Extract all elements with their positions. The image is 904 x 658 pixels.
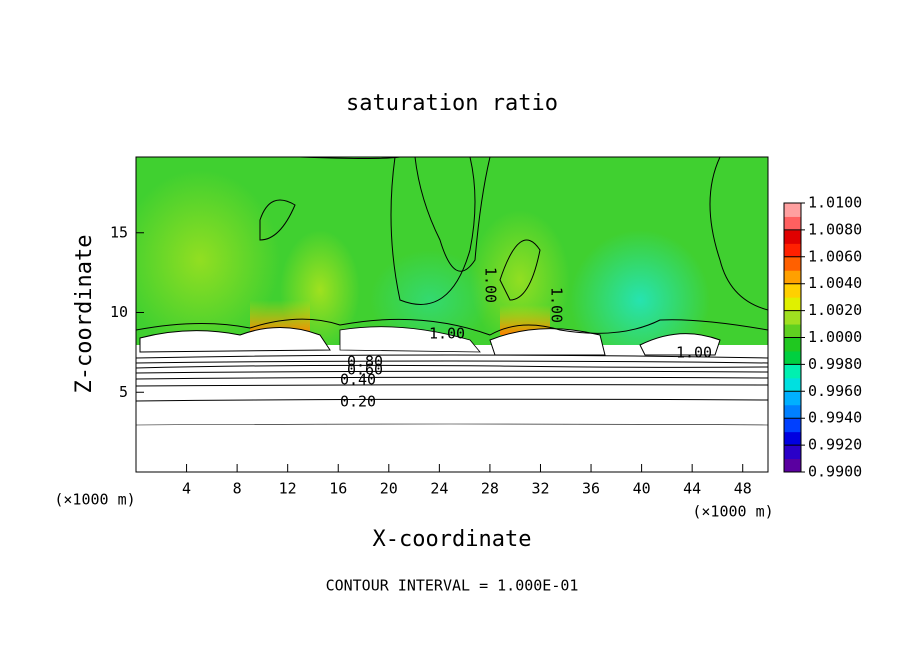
colorbar-swatch [784, 364, 801, 379]
x-tick-label: 20 [380, 480, 398, 498]
colorbar-swatch [784, 391, 801, 406]
contour-label: 1.00 [548, 287, 566, 323]
colorbar-tick-label: 0.9940 [808, 409, 862, 427]
contour-label: 1.00 [676, 344, 712, 362]
contour-label: 1.00 [482, 267, 500, 303]
x-tick-label: 36 [582, 480, 600, 498]
y-tick-label: 10 [110, 303, 128, 321]
colorbar-swatch [784, 203, 801, 217]
footer-note: CONTOUR INTERVAL = 1.000E-01 [326, 577, 579, 595]
colorbar-swatch [784, 445, 801, 460]
colorbar-swatch [784, 324, 801, 338]
colorbar-tick-label: 0.9900 [808, 463, 862, 481]
y-tick-label: 15 [110, 223, 128, 241]
colorbar-swatch [784, 431, 801, 446]
colorbar-tick-label: 0.9960 [808, 382, 862, 400]
x-unit-label: (×1000 m) [692, 503, 773, 521]
x-tick-label: 44 [683, 480, 701, 498]
x-axis-label: X-coordinate [373, 527, 532, 552]
x-tick-label: 28 [481, 480, 499, 498]
plot-frame [135, 156, 769, 473]
colorbar-swatch [784, 458, 801, 473]
colorbar-tick-label: 1.0060 [808, 247, 862, 265]
colorbar-tick-label: 1.0020 [808, 301, 862, 319]
colorbar-tick-label: 1.0080 [808, 220, 862, 238]
x-tick-label: 24 [430, 480, 448, 498]
colorbar-swatch [784, 243, 801, 258]
x-tick-label: 4 [182, 480, 191, 498]
y-tick-label: 5 [119, 383, 128, 401]
colorbar-tick-label: 1.0100 [808, 194, 862, 212]
x-tick-label: 8 [233, 480, 242, 498]
colorbar-swatch [784, 377, 801, 392]
colorbar-tick-label: 0.9920 [808, 436, 862, 454]
colorbar-swatch [784, 283, 801, 298]
x-unit-label: (×1000 m) [54, 491, 135, 509]
colorbar-swatch [784, 418, 801, 433]
contour-label: 0.60 [347, 361, 383, 379]
contour-label: 0.20 [340, 393, 376, 411]
colorbar-swatch [784, 270, 801, 285]
colorbar-swatch [784, 229, 801, 244]
x-tick-label: 48 [734, 480, 752, 498]
contour-label: 1.00 [429, 325, 465, 343]
colorbar-swatch [784, 256, 801, 271]
chart-title: saturation ratio [346, 91, 558, 116]
colorbar-tick-label: 1.0040 [808, 274, 862, 292]
contour-label: 0.80 [347, 353, 383, 371]
colorbar-tick-label: 0.9980 [808, 355, 862, 373]
x-tick-label: 40 [633, 480, 651, 498]
colorbar-swatch [784, 337, 801, 352]
contour-label: 0.40 [340, 371, 376, 389]
colorbar-tick-label: 1.0000 [808, 328, 862, 346]
colorbar-swatch [784, 297, 801, 312]
x-tick-label: 12 [279, 480, 297, 498]
x-tick-label: 16 [329, 480, 347, 498]
field [136, 157, 768, 472]
colorbar-swatch [784, 404, 801, 419]
colorbar-swatch [784, 310, 801, 325]
x-tick-label: 32 [531, 480, 549, 498]
y-axis-label: Z-coordinate [72, 235, 97, 394]
colorbar-swatch [784, 350, 801, 365]
colorbar-swatch [784, 216, 801, 231]
